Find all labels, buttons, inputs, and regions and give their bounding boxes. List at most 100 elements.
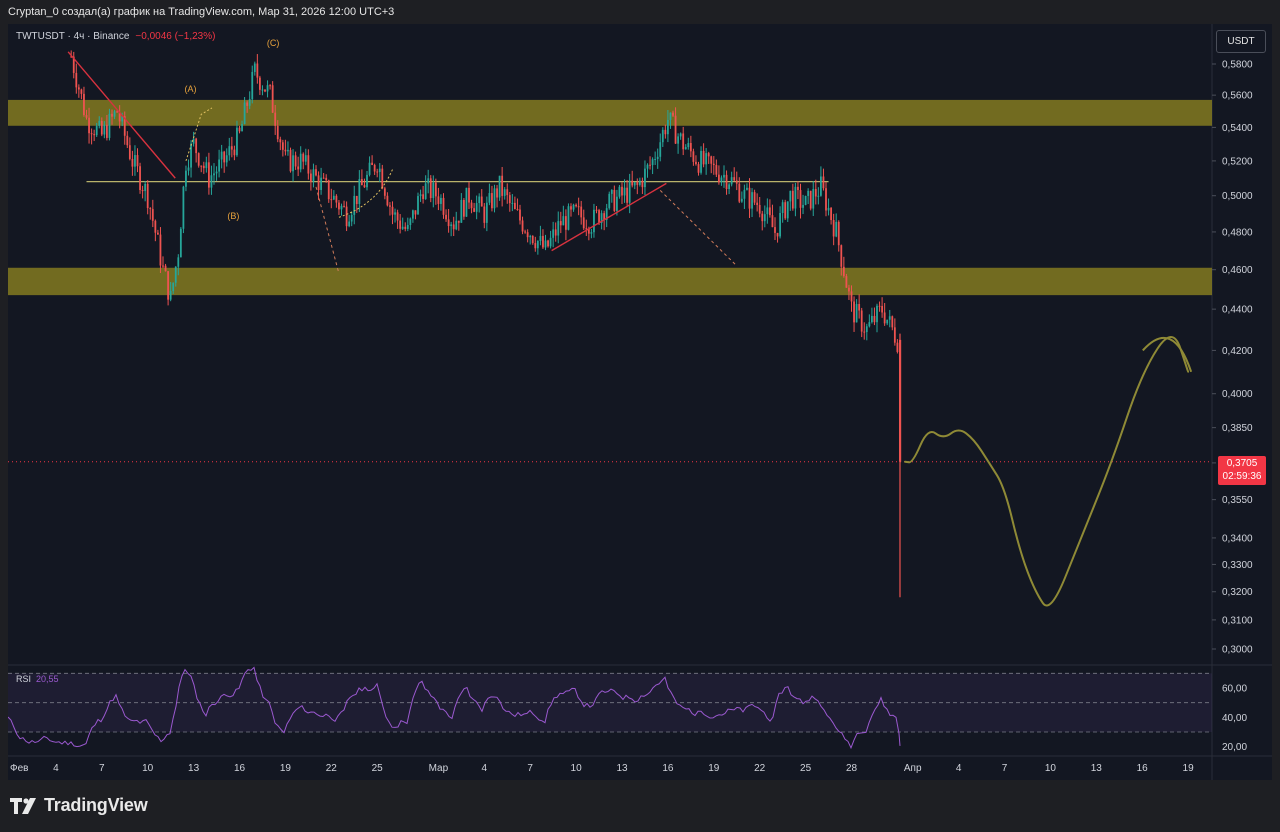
y-tick-label: 0,3550 xyxy=(1222,495,1253,506)
candle-body xyxy=(417,196,419,215)
candle-body xyxy=(761,213,764,222)
candle-body xyxy=(279,139,282,143)
candle-body xyxy=(654,158,657,160)
y-tick-label: 0,4400 xyxy=(1222,305,1253,316)
x-tick-label: 13 xyxy=(616,763,628,774)
candle-body xyxy=(131,158,134,167)
candle-body xyxy=(195,138,198,154)
trend-line xyxy=(67,51,176,179)
candle-body xyxy=(687,142,690,148)
candle-body xyxy=(468,187,470,203)
candle-body xyxy=(146,183,149,209)
y-tick-label: 0,3850 xyxy=(1222,423,1253,434)
candle-body xyxy=(450,224,453,227)
candle-body xyxy=(85,115,88,118)
candle-body xyxy=(475,203,478,212)
candle-body xyxy=(748,187,751,209)
y-tick-label: 0,5200 xyxy=(1222,156,1253,167)
rsi-legend[interactable]: RSI 20,55 xyxy=(16,674,59,684)
candle-body xyxy=(883,312,886,324)
currency-button[interactable]: USDT xyxy=(1216,30,1266,53)
x-tick-label: 28 xyxy=(846,763,858,774)
tradingview-logo[interactable]: TradingView xyxy=(10,795,148,816)
candle-body xyxy=(554,229,557,236)
candle-body xyxy=(751,192,753,209)
candle-body xyxy=(825,188,827,211)
candle-body xyxy=(886,319,889,324)
candle-body xyxy=(371,162,373,165)
candle-body xyxy=(452,224,455,230)
x-tick-label: 16 xyxy=(234,763,246,774)
candle-body xyxy=(264,89,266,92)
candle-body xyxy=(179,228,182,258)
candle-body xyxy=(164,265,167,272)
chart-panel[interactable]: 0,5800 0,5600 0,5400 0,5200 0,5000 0,4800 0,46… xyxy=(8,24,1272,780)
rsi-tick-label: 60,00 xyxy=(1222,684,1247,695)
candle-body xyxy=(75,72,78,88)
candle-body xyxy=(536,240,539,249)
candle-body xyxy=(633,182,636,186)
candle-body xyxy=(366,174,368,188)
candle-body xyxy=(317,175,320,190)
candle-body xyxy=(182,186,185,229)
candle-body xyxy=(610,189,613,194)
x-tick-label: 19 xyxy=(708,763,720,774)
candle-body xyxy=(299,153,302,170)
candle-body xyxy=(697,164,700,173)
candle-body xyxy=(779,213,781,237)
candle-body xyxy=(276,125,279,140)
candle-body xyxy=(575,204,577,207)
candle-body xyxy=(77,87,80,90)
candle-body xyxy=(891,316,894,328)
candle-body xyxy=(786,201,789,219)
x-tick-label: 22 xyxy=(326,763,338,774)
candle-body xyxy=(445,214,447,220)
candle-body xyxy=(539,235,542,241)
candle-body xyxy=(723,174,725,178)
candle-body xyxy=(289,149,292,172)
candle-body xyxy=(835,221,838,237)
candle-body xyxy=(478,196,481,204)
symbol-legend[interactable]: TWTUSDT · 4ч · Binance −0,0046 (−1,23%) xyxy=(16,31,215,42)
candle-body xyxy=(256,63,259,78)
candle-body xyxy=(136,155,139,167)
candle-body xyxy=(562,216,565,226)
candle-body xyxy=(480,196,483,207)
candle-body xyxy=(463,200,465,217)
candle-body xyxy=(858,304,861,311)
y-tick-label: 0,3000 xyxy=(1222,645,1253,656)
candle-body xyxy=(702,150,705,165)
footer: TradingView xyxy=(0,780,1280,832)
candle-body xyxy=(447,219,450,227)
y-tick-label: 0,5400 xyxy=(1222,123,1253,134)
candle-body xyxy=(746,187,748,190)
candle-body xyxy=(90,133,93,135)
chart-header: Cryptan_0 создал(а) график на TradingVie… xyxy=(0,0,1280,24)
dashed-arrow xyxy=(315,186,340,274)
candle-body xyxy=(292,155,294,172)
candle-body xyxy=(888,316,891,320)
candle-body xyxy=(616,196,618,211)
candle-body xyxy=(715,165,718,175)
candle-body xyxy=(646,164,649,169)
candle-body xyxy=(485,202,488,223)
tradingview-logo-text: TradingView xyxy=(44,795,148,815)
candle-body xyxy=(391,206,394,215)
candle-body xyxy=(730,177,733,185)
y-tick-label: 0,4200 xyxy=(1222,346,1253,357)
candle-body xyxy=(248,99,251,106)
candle-body xyxy=(656,156,659,159)
rsi-value: 20,55 xyxy=(36,674,59,684)
candle-body xyxy=(197,153,200,166)
candle-body xyxy=(128,145,131,159)
candle-body xyxy=(684,147,687,150)
x-tick-label: 7 xyxy=(99,763,105,774)
candle-body xyxy=(817,195,820,197)
candle-body xyxy=(218,159,220,172)
price-chart[interactable]: 0,5800 0,5600 0,5400 0,5200 0,5000 0,4800 0,46… xyxy=(8,24,1272,780)
x-tick-label: 19 xyxy=(1183,763,1195,774)
candle-body xyxy=(465,187,468,217)
candle-body xyxy=(315,169,317,176)
candle-body xyxy=(842,266,845,277)
candle-body xyxy=(154,220,157,233)
